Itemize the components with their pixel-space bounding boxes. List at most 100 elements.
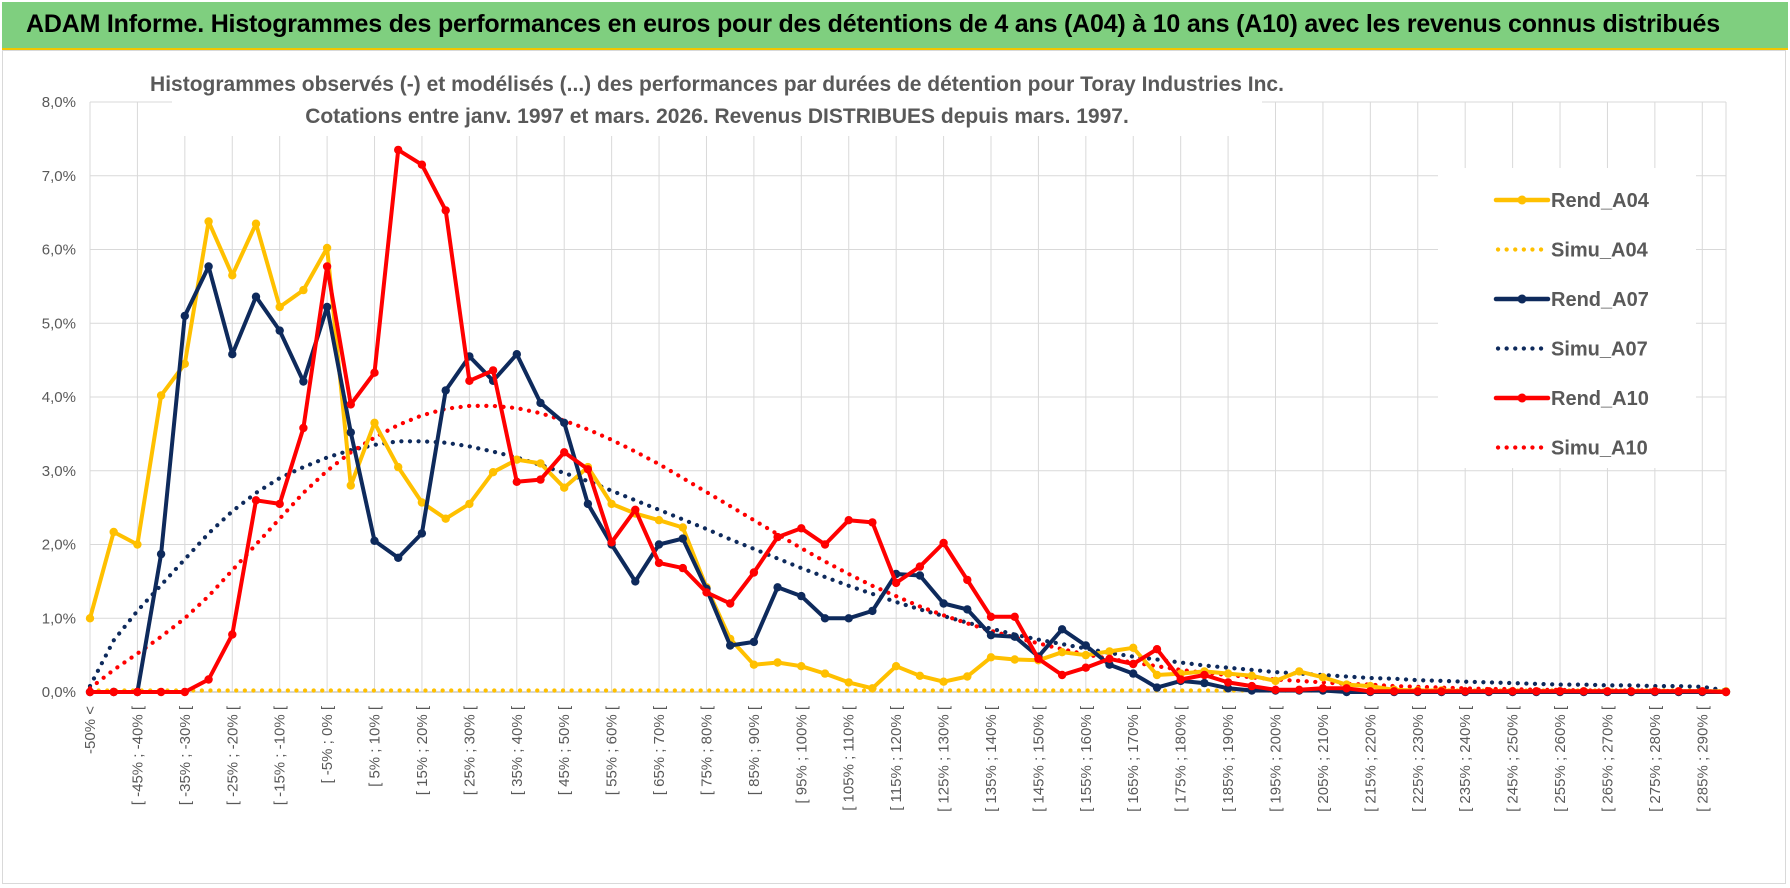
series-line bbox=[88, 147, 1728, 694]
data-point bbox=[536, 475, 545, 484]
x-tick-label: [ 255% ; 260% [ bbox=[1552, 705, 1569, 812]
data-point bbox=[109, 527, 118, 537]
data-point bbox=[1413, 687, 1423, 696]
data-point bbox=[180, 687, 189, 697]
data-point bbox=[1081, 641, 1091, 650]
data-point bbox=[180, 311, 189, 321]
data-point bbox=[1105, 647, 1114, 656]
data-point bbox=[1295, 685, 1304, 694]
x-tick-label: [ 225% ; 230% [ bbox=[1410, 705, 1427, 812]
data-point bbox=[512, 455, 521, 464]
data-point bbox=[607, 499, 616, 509]
data-point bbox=[1081, 663, 1091, 672]
data-point bbox=[1484, 687, 1494, 696]
series-Simu_A07 bbox=[87, 439, 1729, 693]
data-point bbox=[441, 514, 450, 523]
data-point bbox=[346, 428, 355, 437]
report-banner: ADAM Informe. Histogrammes des performan… bbox=[2, 2, 1788, 50]
data-point bbox=[963, 605, 972, 614]
data-point bbox=[726, 599, 735, 608]
data-point bbox=[512, 477, 521, 486]
data-point bbox=[251, 219, 261, 228]
x-tick-label: [ 245% ; 250% [ bbox=[1505, 705, 1522, 812]
data-point bbox=[749, 660, 759, 669]
data-point bbox=[773, 658, 782, 667]
x-tick-label: [ 195% ; 200% [ bbox=[1268, 705, 1285, 812]
data-point bbox=[275, 302, 284, 312]
x-tick-label: [ 155% ; 160% [ bbox=[1078, 705, 1095, 812]
data-point bbox=[133, 540, 142, 549]
data-point bbox=[1034, 654, 1043, 663]
data-point bbox=[180, 359, 189, 368]
data-point bbox=[322, 262, 332, 271]
y-tick-label: 4,0% bbox=[42, 389, 76, 406]
data-point bbox=[1010, 612, 1019, 621]
legend-marker bbox=[1517, 393, 1527, 403]
data-point bbox=[797, 524, 806, 533]
data-point bbox=[1603, 687, 1612, 696]
data-point bbox=[986, 631, 996, 640]
data-point bbox=[1650, 687, 1660, 696]
data-point bbox=[394, 462, 403, 472]
data-point bbox=[1200, 670, 1209, 680]
data-point bbox=[1674, 687, 1683, 696]
x-tick-label: [ -15% ; -10% [ bbox=[272, 705, 289, 805]
data-point bbox=[654, 516, 664, 525]
data-point bbox=[1057, 648, 1067, 657]
data-point bbox=[939, 677, 948, 686]
data-point bbox=[251, 496, 261, 505]
data-point bbox=[678, 563, 687, 573]
x-tick-label: [ 125% ; 130% [ bbox=[936, 705, 953, 812]
x-tick-label: [ 65% ; 70% [ bbox=[651, 705, 668, 795]
data-point bbox=[939, 599, 948, 608]
data-point bbox=[156, 391, 166, 400]
x-tick-label: [ 285% ; 290% [ bbox=[1694, 705, 1711, 812]
subtitle-background bbox=[172, 66, 1262, 136]
data-point bbox=[1223, 684, 1233, 693]
data-point bbox=[986, 653, 996, 662]
data-point bbox=[1318, 673, 1328, 682]
y-tick-label: 2,0% bbox=[42, 537, 76, 554]
data-point bbox=[536, 459, 545, 468]
x-tick-label: [ 145% ; 150% [ bbox=[1030, 705, 1047, 812]
x-tick-label: [ 85% ; 90% [ bbox=[746, 705, 763, 795]
data-point bbox=[1129, 659, 1138, 669]
x-tick-label: [ 95% ; 100% [ bbox=[793, 705, 810, 803]
data-point bbox=[844, 516, 853, 525]
data-point bbox=[726, 641, 735, 650]
data-point bbox=[631, 505, 640, 514]
data-point bbox=[844, 678, 853, 687]
x-tick-label: [ 35% ; 40% [ bbox=[509, 705, 526, 795]
data-point bbox=[1105, 654, 1114, 663]
data-point bbox=[1247, 671, 1257, 680]
data-point bbox=[963, 672, 972, 681]
legend-label: Simu_A10 bbox=[1551, 438, 1648, 460]
data-point bbox=[1200, 678, 1209, 688]
data-point bbox=[749, 637, 759, 647]
data-point bbox=[1271, 685, 1280, 694]
x-tick-label: [ 265% ; 270% [ bbox=[1599, 705, 1616, 812]
data-point bbox=[915, 562, 925, 571]
data-point bbox=[1318, 684, 1328, 693]
data-point bbox=[1010, 632, 1019, 641]
data-point bbox=[299, 423, 308, 433]
legend-item: Simu_A10 bbox=[1495, 438, 1648, 460]
data-point bbox=[228, 350, 237, 359]
data-point bbox=[1129, 643, 1138, 652]
data-point bbox=[346, 481, 355, 490]
x-tick-label: [ 15% ; 20% [ bbox=[414, 705, 431, 795]
report-title: ADAM Informe. Histogrammes des performan… bbox=[26, 10, 1720, 38]
data-point bbox=[370, 536, 379, 545]
data-point bbox=[228, 630, 237, 639]
data-point bbox=[1579, 687, 1588, 696]
data-point bbox=[702, 588, 711, 597]
data-point bbox=[1508, 687, 1517, 696]
chart-subtitle: Cotations entre janv. 1997 et mars. 2026… bbox=[305, 105, 1129, 128]
data-point bbox=[1627, 687, 1636, 696]
series-Rend_A10 bbox=[85, 145, 1731, 697]
data-point bbox=[1057, 670, 1067, 680]
legend-item: Simu_A07 bbox=[1495, 339, 1648, 361]
x-tick-label: -50% < bbox=[82, 706, 99, 754]
series-layer bbox=[85, 145, 1731, 697]
